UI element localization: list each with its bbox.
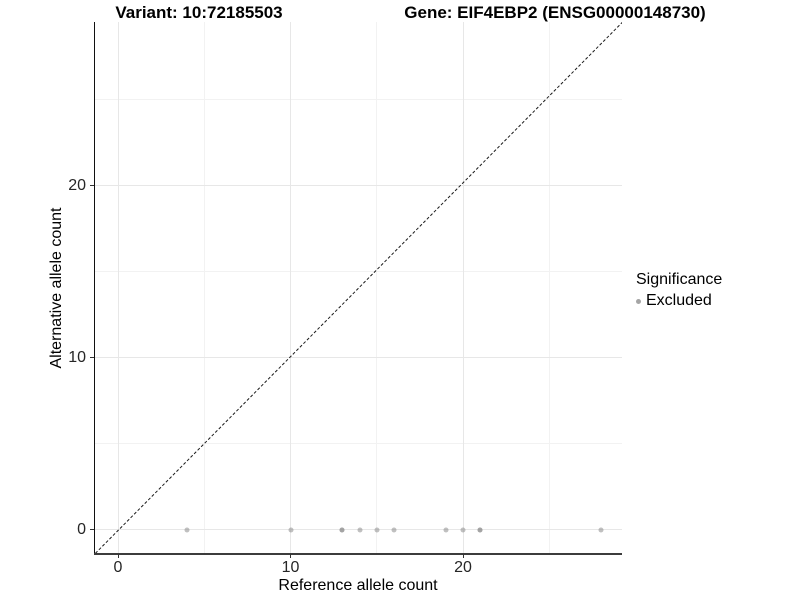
legend-point-swatch (636, 298, 641, 304)
x-major-gridline (117, 22, 119, 553)
x-tick-mark (462, 554, 464, 558)
y-tick-mark (90, 357, 94, 358)
y-major-gridline (95, 357, 622, 358)
legend-item-excluded: Excluded (636, 292, 722, 310)
data-point (460, 527, 466, 532)
y-tick-label: 20 (68, 176, 86, 194)
plot-title-gene: Gene: EIF4EBP2 (ENSG00000148730) (404, 3, 706, 22)
data-point (339, 527, 345, 532)
data-point (374, 527, 380, 532)
y-axis-title: Alternative allele count (48, 207, 65, 369)
y-axis-line (94, 22, 95, 554)
data-point (184, 527, 190, 532)
identity-dashed-line (95, 22, 622, 553)
legend-title: Significance (636, 271, 723, 288)
x-major-gridline (290, 22, 291, 553)
x-minor-gridline (548, 22, 550, 553)
y-tick-mark (90, 529, 94, 530)
data-point (288, 527, 293, 532)
data-point (443, 527, 449, 532)
y-major-gridline (95, 185, 622, 186)
y-minor-gridline (95, 99, 622, 100)
x-minor-gridline (376, 22, 378, 553)
x-tick-mark (117, 554, 119, 558)
y-minor-gridline (95, 271, 622, 272)
y-tick-mark (90, 185, 94, 186)
x-tick-label: 0 (113, 559, 123, 576)
x-major-gridline (462, 22, 464, 553)
y-tick-label: 0 (77, 520, 86, 538)
data-point (391, 527, 397, 532)
x-tick-label: 20 (454, 559, 472, 576)
data-point (357, 527, 362, 532)
x-tick-mark (290, 554, 291, 558)
legend-item-label: Excluded (646, 292, 712, 309)
plot-title-variant: Variant: 10:72185503 (115, 3, 283, 22)
data-point (477, 527, 483, 532)
y-minor-gridline (95, 443, 622, 444)
data-point (598, 527, 604, 532)
x-tick-label: 10 (281, 559, 300, 576)
x-axis-title: Reference allele count (278, 577, 438, 594)
legend: Significance Excluded (636, 271, 722, 310)
plot-panel (95, 22, 622, 553)
y-tick-label: 10 (68, 348, 86, 366)
x-minor-gridline (203, 22, 205, 553)
x-axis-line (94, 553, 622, 555)
